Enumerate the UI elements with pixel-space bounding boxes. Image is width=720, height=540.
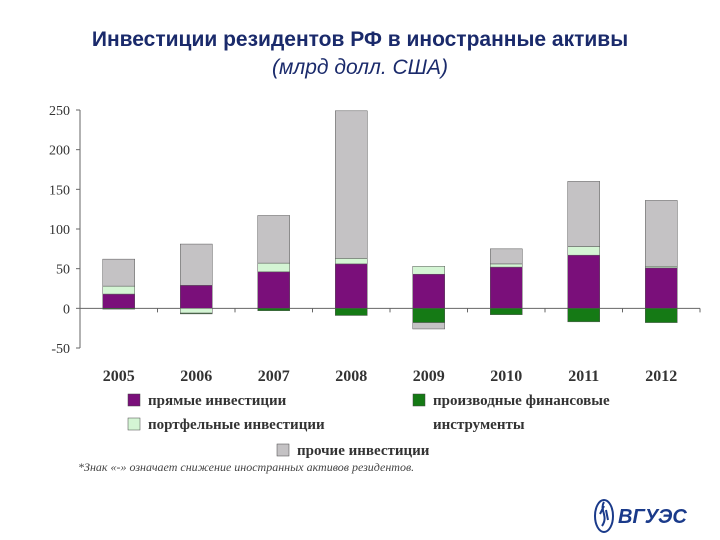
bar-direct-2009 xyxy=(412,273,445,309)
y-tick-label: 100 xyxy=(49,223,70,238)
x-tick-label-2007: 2007 xyxy=(258,368,290,385)
y-tick-label: 250 xyxy=(49,104,70,119)
bar-portfolio-2008 xyxy=(335,258,368,265)
legend-label-derivatives_cont: инструменты xyxy=(433,417,525,433)
bar-portfolio-2007 xyxy=(257,262,290,273)
chart-axes: 250 200 150 100 50 0 -50 xyxy=(49,104,700,357)
bar-other-2007 xyxy=(257,215,290,264)
y-tick-label: -50 xyxy=(51,342,70,357)
bar-direct-2005 xyxy=(102,293,135,309)
chart-subtitle: (млрд долл. США) xyxy=(271,56,449,79)
bar-derivatives-2012 xyxy=(645,308,678,323)
y-tick-label: 0 xyxy=(63,302,70,317)
logo-emblem-icon xyxy=(594,499,614,533)
bar-portfolio-2006 xyxy=(180,308,213,314)
x-tick-label-2008: 2008 xyxy=(335,368,367,385)
legend-swatch-portfolio xyxy=(127,417,141,431)
bar-other-2011 xyxy=(567,181,600,247)
bar-other-2005 xyxy=(102,258,135,287)
logo-wordmark: ВГУЭС xyxy=(618,506,687,528)
legend-swatch-derivatives xyxy=(412,393,426,407)
chart-title: Инвестиции резидентов РФ в иностранные а… xyxy=(91,28,629,51)
x-tick-label-2011: 2011 xyxy=(568,368,599,385)
bar-derivatives-2009 xyxy=(412,308,445,323)
y-tick-label: 200 xyxy=(49,144,70,159)
x-tick-label-2006: 2006 xyxy=(180,368,212,385)
bar-direct-2010 xyxy=(490,266,523,309)
bar-other-2006 xyxy=(180,243,213,286)
y-tick-label: 50 xyxy=(56,263,70,278)
y-tick-label: 150 xyxy=(49,183,70,198)
legend-swatch-direct xyxy=(127,393,141,407)
bar-direct-2008 xyxy=(335,263,368,309)
bar-portfolio-2009 xyxy=(412,266,445,275)
bar-derivatives-2005 xyxy=(102,308,135,310)
bar-derivatives-2011 xyxy=(567,308,600,323)
footnote: *Знак «-» означает снижение иностранных … xyxy=(78,460,415,474)
legend-label-other: прочие инвестиции xyxy=(297,443,430,459)
x-tick-label-2009: 2009 xyxy=(413,368,445,385)
chart-legend: прямые инвестиции производные финансовые п… xyxy=(127,393,610,459)
bar-derivatives-2008 xyxy=(335,308,368,316)
bar-direct-2011 xyxy=(567,254,600,309)
bar-direct-2012 xyxy=(645,267,678,309)
bar-derivatives-2010 xyxy=(490,308,523,315)
university-logo: ВГУЭС xyxy=(594,499,687,533)
legend-label-portfolio: портфельные инвестиции xyxy=(148,417,325,433)
legend-label-derivatives: производные финансовые xyxy=(433,393,610,409)
bar-direct-2006 xyxy=(180,285,213,309)
bar-other-2012 xyxy=(645,200,678,267)
legend-swatch-other xyxy=(276,443,290,457)
x-tick-label-2010: 2010 xyxy=(490,368,522,385)
bar-other-2009 xyxy=(412,322,445,330)
legend-label-direct: прямые инвестиции xyxy=(148,393,287,409)
bar-other-2010 xyxy=(490,248,523,265)
bar-derivatives-2006 xyxy=(180,312,213,315)
x-tick-label-2005: 2005 xyxy=(103,368,135,385)
bar-direct-2007 xyxy=(257,271,290,309)
chart-bars: 2005 2006 2007 2008 2009 2010 2011 2012 xyxy=(102,110,701,385)
bar-other-2008 xyxy=(335,110,368,259)
bar-portfolio-2005 xyxy=(102,285,135,295)
x-tick-label-2012: 2012 xyxy=(645,368,677,385)
bar-portfolio-2010 xyxy=(490,263,523,268)
bar-portfolio-2011 xyxy=(567,246,600,256)
bar-derivatives-2007 xyxy=(257,308,290,311)
